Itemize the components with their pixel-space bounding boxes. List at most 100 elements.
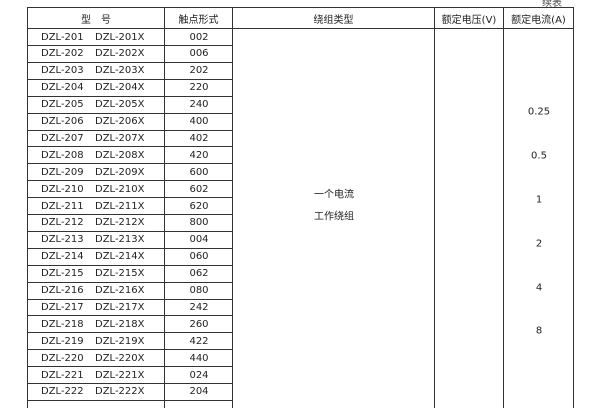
header-contact: 触点形式 (165, 8, 233, 29)
model: DZL-215 (41, 268, 84, 280)
voltage-cell (435, 29, 504, 408)
model-x: DZL-202X (95, 48, 145, 60)
model-cell: DZL-219 DZL-219X (28, 333, 165, 351)
model: DZL-203 (41, 65, 84, 77)
table-row: DZL-221 DZL-221X 024 (28, 367, 233, 384)
table-row: DZL-220 DZL-220X 440 (28, 350, 233, 368)
model-cell: DZL-204 DZL-204X (28, 80, 165, 97)
table-row: DZL-222 DZL-222X 204 (28, 384, 233, 401)
contact-cell: 402 (165, 130, 233, 148)
model-cell: DZL-220 DZL-220X (28, 350, 165, 368)
model-cell: DZL-202 DZL-202X (28, 46, 165, 63)
model-x: DZL-216X (95, 285, 145, 296)
contact-cell: 240 (165, 97, 233, 114)
model-x: DZL-204X (95, 82, 145, 94)
model-cell: DZL-214 DZL-214X (28, 249, 165, 266)
model: DZL-202 (41, 48, 84, 60)
model: DZL-214 (41, 251, 84, 263)
contact-cell: 062 (165, 266, 233, 283)
contact-cell: 080 (165, 283, 233, 300)
table-row: DZL-213 DZL-213X 004 (28, 232, 233, 249)
table-row: DZL-216 DZL-216X 080 (28, 283, 233, 300)
model-cell: DZL-205 DZL-205X (28, 97, 165, 114)
model-cell: DZL-203 DZL-203X (28, 63, 165, 80)
table-row: DZL-211 DZL-211X 620 (28, 198, 233, 215)
model-cell: DZL-206 DZL-206X (28, 114, 165, 131)
contact-cell: 420 (165, 147, 233, 165)
model-x: DZL-205X (95, 99, 145, 111)
contact-cell: 202 (165, 63, 233, 80)
model-x: DZL-217X (95, 301, 145, 313)
model: DZL-207 (41, 132, 84, 144)
model-x: DZL-214X (95, 251, 145, 263)
table-row: DZL-219 DZL-219X 422 (28, 333, 233, 351)
header-voltage: 额定电压(V) (435, 8, 504, 29)
contact-cell: 440 (165, 350, 233, 368)
table-row: DZL-217 DZL-217X 242 (28, 299, 233, 317)
model-x: DZL-201X (95, 31, 145, 43)
current-value: 4 (535, 282, 543, 294)
model-cell: DZL-213 DZL-213X (28, 232, 165, 249)
table-row: DZL-218 DZL-218X 260 (28, 316, 233, 334)
current-value: 0.5 (531, 150, 547, 162)
contact-cell: 024 (165, 367, 233, 384)
winding-line-2: 工作绕组 (314, 211, 354, 223)
current-value: 8 (535, 325, 543, 337)
model-cell: DZL-215 DZL-215X (28, 266, 165, 283)
contact-cell: 220 (165, 80, 233, 97)
current-value: 1 (535, 194, 543, 206)
current-cell (504, 29, 574, 408)
model-cell: DZL-211 DZL-211X (28, 198, 165, 215)
model-x: DZL-221X (95, 369, 145, 381)
table-row: DZL-208 DZL-208X 420 (28, 147, 233, 165)
table-row: DZL-207 DZL-207X 402 (28, 130, 233, 148)
contact-cell: 602 (165, 181, 233, 199)
current-value: 2 (535, 238, 543, 250)
model-cell: DZL-221 DZL-221X (28, 367, 165, 384)
contact-cell: 204 (165, 384, 233, 401)
contact-cell: 060 (165, 249, 233, 266)
table-row: DZL-202 DZL-202X 006 (28, 46, 233, 63)
model: DZL-222 (41, 386, 84, 398)
model-x: DZL-222X (95, 386, 145, 398)
model-x: DZL-207X (95, 132, 145, 144)
model-cell: DZL-222 DZL-222X (28, 384, 165, 401)
table-row: DZL-203 DZL-203X 202 (28, 63, 233, 80)
winding-line-1: 一个电流 (314, 189, 354, 201)
table-row: DZL-204 DZL-204X 220 (28, 80, 233, 97)
model: DZL-219 (41, 335, 84, 347)
model-x: DZL-203X (95, 65, 145, 77)
header-model: 型 号 (28, 8, 165, 29)
winding-cell (233, 29, 435, 408)
model-x: DZL-206X (95, 116, 145, 127)
model-cell: DZL-208 DZL-208X (28, 147, 165, 165)
model: DZL-208 (41, 149, 84, 161)
model: DZL-213 (41, 234, 84, 246)
table-row: DZL-210 DZL-210X 602 (28, 181, 233, 199)
model: DZL-209 (41, 166, 84, 178)
contact-cell: 260 (165, 316, 233, 334)
model-x: DZL-211X (95, 200, 145, 212)
table-row: DZL-205 DZL-205X 240 (28, 97, 233, 114)
model: DZL-206 (41, 116, 84, 127)
table-row: DZL-206 DZL-206X 400 (28, 114, 233, 131)
model: DZL-221 (41, 369, 84, 381)
contact-cell: 002 (165, 29, 233, 46)
table-row: DZL-212 DZL-212X 800 (28, 215, 233, 232)
model-cell: DZL-207 DZL-207X (28, 130, 165, 148)
model-cell: DZL-218 DZL-218X (28, 316, 165, 334)
table-row: DZL-214 DZL-214X 060 (28, 249, 233, 266)
model-cell: DZL-212 DZL-212X (28, 215, 165, 232)
model: DZL-204 (41, 82, 84, 94)
contact-cell: 620 (165, 198, 233, 215)
contact-cell: 242 (165, 299, 233, 317)
model: DZL-212 (41, 217, 84, 229)
continued-label: 续表 (542, 0, 562, 9)
model-x: DZL-218X (95, 318, 145, 330)
model-cell: DZL-209 DZL-209X (28, 164, 165, 182)
model-x: DZL-209X (95, 166, 145, 178)
model: DZL-217 (41, 301, 84, 313)
model-x: DZL-212X (95, 217, 145, 229)
model: DZL-201 (41, 31, 84, 43)
model-cell: DZL-210 DZL-210X (28, 181, 165, 199)
